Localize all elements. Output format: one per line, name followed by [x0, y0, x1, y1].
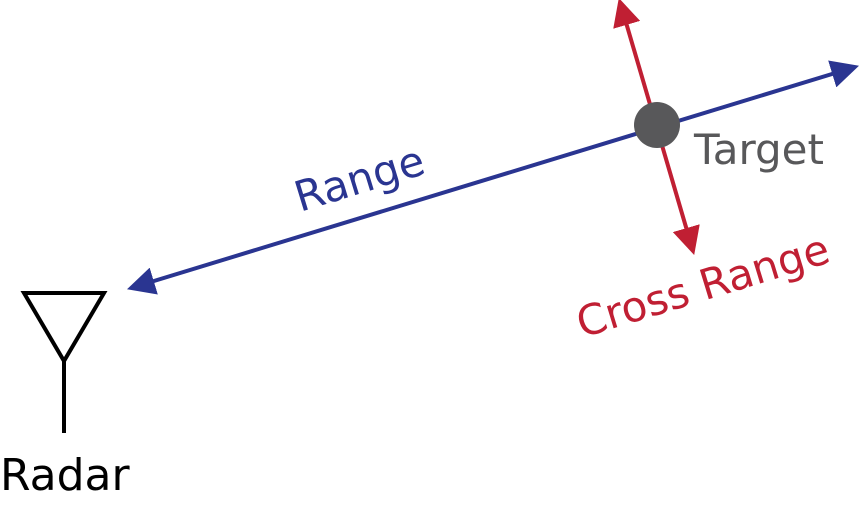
range-label: Range — [289, 136, 431, 222]
radar-label: Radar — [0, 450, 130, 501]
range-axis-arrow — [126, 60, 859, 295]
cross-range-label: Cross Range — [571, 224, 836, 347]
target-label: Target — [693, 125, 824, 174]
target-dot-icon — [634, 102, 680, 148]
antenna-icon — [20, 291, 108, 433]
